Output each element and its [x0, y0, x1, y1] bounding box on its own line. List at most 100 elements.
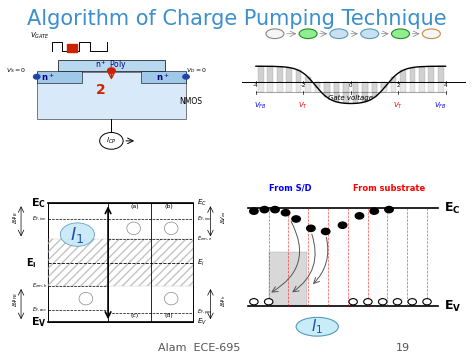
Bar — [372, 82, 377, 92]
Circle shape — [378, 299, 387, 305]
Circle shape — [299, 29, 317, 39]
Text: 19: 19 — [396, 343, 410, 354]
Bar — [334, 82, 339, 102]
Bar — [400, 82, 406, 92]
Circle shape — [338, 222, 347, 228]
Text: $\mathbf{E_C}$: $\mathbf{E_C}$ — [31, 196, 46, 210]
Circle shape — [271, 207, 279, 213]
Text: $E_V$: $E_V$ — [197, 317, 207, 327]
Bar — [410, 67, 415, 82]
Bar — [372, 82, 377, 97]
Bar — [37, 71, 82, 83]
Bar — [324, 82, 330, 97]
Bar — [258, 66, 264, 82]
Text: $t_4$: $t_4$ — [82, 294, 89, 303]
Bar — [267, 82, 273, 92]
Bar — [286, 82, 292, 92]
Text: $E_i$: $E_i$ — [197, 258, 205, 268]
Text: $E_{F,pos}$: $E_{F,pos}$ — [197, 307, 212, 318]
Bar — [296, 70, 301, 82]
Circle shape — [266, 29, 284, 39]
Bar — [48, 239, 193, 286]
Bar — [362, 82, 368, 102]
Circle shape — [370, 208, 378, 214]
Text: $V_T$: $V_T$ — [298, 100, 309, 111]
Bar — [438, 82, 444, 92]
Bar — [419, 67, 425, 82]
Text: -4: -4 — [253, 83, 259, 88]
Bar — [37, 72, 186, 120]
Bar — [391, 82, 396, 92]
Text: $V_{GATE}$: $V_{GATE}$ — [30, 31, 50, 41]
Text: 4: 4 — [444, 83, 447, 88]
Bar — [258, 82, 264, 92]
Text: (c): (c) — [130, 313, 138, 318]
Text: 0: 0 — [349, 83, 353, 88]
Circle shape — [34, 75, 40, 79]
Bar — [267, 66, 273, 82]
Text: $I_{CP}$: $I_{CP}$ — [106, 136, 117, 146]
Text: Alam  ECE-695: Alam ECE-695 — [158, 343, 240, 354]
Bar — [286, 67, 292, 82]
Bar — [66, 44, 77, 51]
Circle shape — [349, 299, 357, 305]
Circle shape — [282, 209, 290, 216]
Text: $t_1$: $t_1$ — [130, 224, 137, 233]
Text: $E_{F,inv}$: $E_{F,inv}$ — [197, 215, 212, 223]
Circle shape — [264, 299, 273, 305]
Text: $E_{F,acc}$: $E_{F,acc}$ — [32, 305, 48, 314]
Bar — [305, 77, 311, 82]
Text: n$^+$: n$^+$ — [156, 71, 169, 83]
Text: $\Delta\Psi_h$: $\Delta\Psi_h$ — [219, 295, 228, 307]
Circle shape — [183, 75, 189, 79]
Ellipse shape — [60, 223, 94, 246]
Text: $E_{em,h}$: $E_{em,h}$ — [32, 282, 47, 290]
Circle shape — [307, 225, 315, 231]
Circle shape — [79, 293, 93, 305]
Text: $\mathbf{E_V}$: $\mathbf{E_V}$ — [444, 299, 461, 314]
Text: 3: 3 — [337, 31, 341, 37]
Circle shape — [393, 299, 401, 305]
Bar — [324, 82, 330, 92]
Circle shape — [292, 216, 301, 222]
Text: $\Delta V_{ex}$: $\Delta V_{ex}$ — [219, 210, 228, 224]
Text: $E_{F,inv}$: $E_{F,inv}$ — [32, 215, 47, 223]
Circle shape — [127, 222, 140, 235]
Circle shape — [164, 293, 178, 305]
Text: 2: 2 — [96, 83, 106, 97]
Bar — [296, 82, 301, 92]
Bar — [315, 82, 320, 92]
Text: 2: 2 — [396, 83, 400, 88]
Circle shape — [385, 207, 393, 213]
Bar — [277, 67, 283, 82]
Circle shape — [408, 299, 417, 305]
Bar — [428, 66, 434, 82]
Circle shape — [260, 207, 269, 213]
Text: 5: 5 — [398, 31, 403, 37]
Bar — [315, 82, 320, 88]
Text: From substrate: From substrate — [353, 184, 425, 193]
Ellipse shape — [296, 317, 338, 336]
Text: From S/D: From S/D — [269, 184, 311, 193]
Text: NMOS: NMOS — [180, 97, 203, 106]
Bar — [419, 82, 425, 92]
Bar — [381, 82, 387, 92]
Text: $\mathbf{E_V}$: $\mathbf{E_V}$ — [31, 315, 47, 329]
Text: $E_{em,e}$: $E_{em,e}$ — [197, 235, 212, 244]
Bar — [269, 252, 307, 306]
Circle shape — [321, 228, 330, 235]
Text: Algorithm of Charge Pumping Technique: Algorithm of Charge Pumping Technique — [27, 9, 447, 29]
Circle shape — [108, 68, 115, 73]
Text: $V_{FB}$: $V_{FB}$ — [435, 100, 447, 111]
Bar — [400, 70, 406, 82]
Circle shape — [164, 222, 178, 235]
Bar — [305, 82, 311, 92]
Text: $\mathbf{E_i}$: $\mathbf{E_i}$ — [26, 256, 37, 269]
Text: (d): (d) — [164, 313, 173, 318]
Circle shape — [250, 299, 258, 305]
Text: -2: -2 — [301, 83, 306, 88]
Bar — [343, 82, 349, 92]
Circle shape — [355, 213, 364, 219]
Bar — [353, 82, 358, 92]
Text: $V_T$: $V_T$ — [393, 100, 403, 111]
